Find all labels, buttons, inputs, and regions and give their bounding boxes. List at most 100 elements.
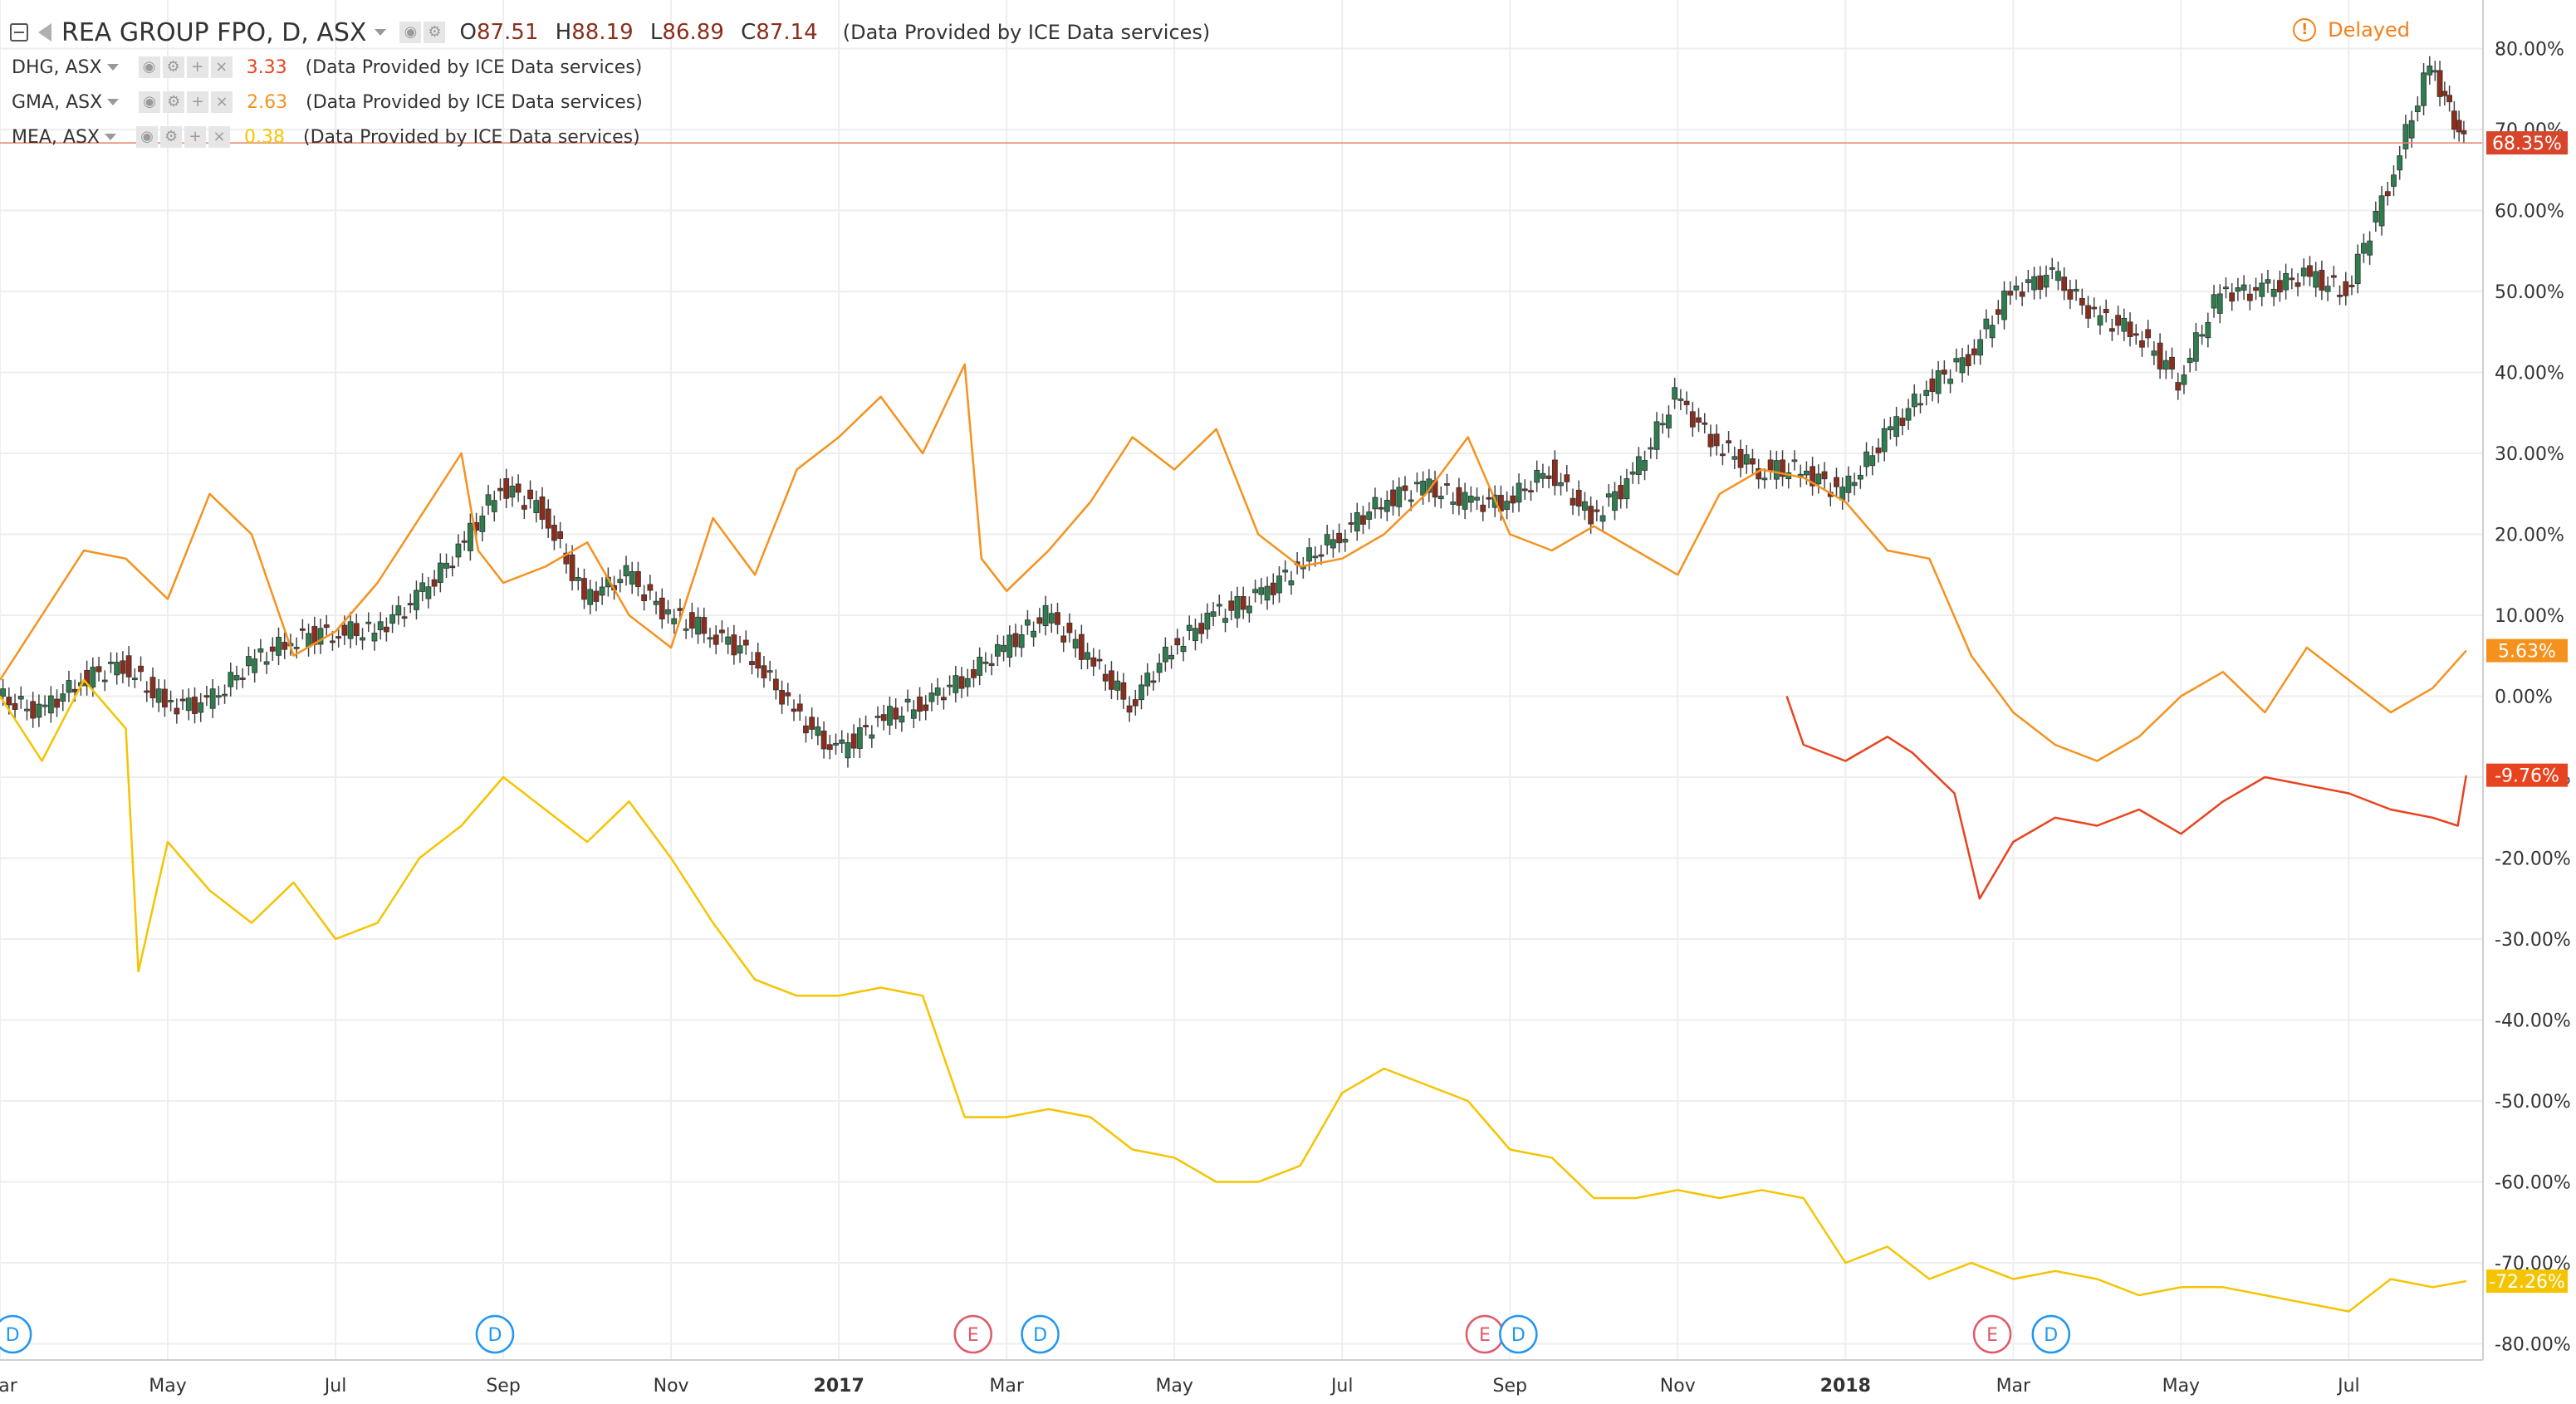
close-icon[interactable]: × xyxy=(211,91,233,113)
plus-icon[interactable]: + xyxy=(184,126,207,148)
y-tick-label: 30.00% xyxy=(2495,444,2564,465)
candle-body xyxy=(742,639,749,646)
candle-body xyxy=(539,497,546,520)
flag-icon[interactable] xyxy=(38,23,51,42)
candle-body xyxy=(791,708,797,712)
y-tick-label: 60.00% xyxy=(2495,202,2564,223)
candle-body xyxy=(629,571,635,585)
candle-body xyxy=(215,695,222,698)
candle-body xyxy=(803,725,809,734)
candle-body xyxy=(144,690,150,693)
candle-body xyxy=(263,661,270,665)
time-axis[interactable]: Mar May Jul Sep Nov 2017 Mar May Jul Sep Nov 2018 Ma… xyxy=(0,1359,2483,1397)
candle-body xyxy=(1204,612,1211,630)
candle-body xyxy=(1222,618,1228,624)
candle-body xyxy=(1821,471,1828,480)
dividend-marker[interactable]: D xyxy=(2031,1314,2071,1354)
plus-icon[interactable]: + xyxy=(186,56,208,78)
last-value-badge-rea-group-fpo xyxy=(2486,131,2568,155)
candle-body xyxy=(60,693,66,702)
gear-icon[interactable]: ⚙ xyxy=(162,56,184,78)
candle-body xyxy=(71,688,78,692)
price-scale[interactable]: 80.00%70.00%60.00%50.00%40.00%30.00%20.0… xyxy=(2482,0,2571,1360)
candle-body xyxy=(269,646,276,652)
last-value-badge-gma xyxy=(2486,638,2568,663)
gear-icon[interactable]: ⚙ xyxy=(163,91,185,113)
candle-body xyxy=(1402,485,1408,492)
dividend-marker-label: D xyxy=(6,1325,20,1346)
dividend-marker[interactable]: D xyxy=(0,1314,32,1354)
candle-body xyxy=(467,522,473,551)
candle-body xyxy=(1234,595,1241,619)
candle-body xyxy=(1156,663,1163,673)
candle-body xyxy=(323,624,330,629)
series-tools: ◉ ⚙ + × xyxy=(136,126,233,148)
compare-symbol-mea[interactable]: MEA, ASX xyxy=(12,126,100,148)
series-line-dhg xyxy=(1785,696,2468,900)
candle-body xyxy=(683,628,689,631)
candle-body xyxy=(725,636,732,645)
candle-body xyxy=(1635,456,1642,475)
earnings-marker-circle xyxy=(953,1314,993,1354)
candle-body xyxy=(1085,652,1090,660)
provider-note: (Data Provided by ICE Data services) xyxy=(842,21,1211,44)
visibility-eye-icon[interactable]: ◉ xyxy=(399,22,422,43)
candle-body xyxy=(2241,284,2247,291)
plus-icon[interactable]: + xyxy=(187,91,209,113)
chevron-down-icon[interactable] xyxy=(105,134,117,140)
candle-body xyxy=(1528,490,1534,493)
gear-icon[interactable]: ⚙ xyxy=(424,22,446,43)
collapse-legend-icon[interactable] xyxy=(10,23,28,42)
earnings-marker[interactable]: E xyxy=(1465,1314,1505,1354)
chevron-down-icon[interactable] xyxy=(375,29,387,36)
chevron-down-icon[interactable] xyxy=(107,99,120,105)
candle-body xyxy=(1144,673,1151,687)
dividend-marker[interactable]: D xyxy=(475,1314,515,1354)
visibility-eye-icon[interactable]: ◉ xyxy=(138,56,160,78)
candle-body xyxy=(2049,267,2055,270)
candle-body xyxy=(335,636,342,639)
earnings-marker[interactable]: E xyxy=(953,1314,993,1354)
candle-body xyxy=(1420,480,1427,496)
candle-body xyxy=(2378,195,2385,227)
candle-body xyxy=(707,637,713,640)
dividend-marker-label: D xyxy=(1511,1325,1526,1346)
candle-body xyxy=(1672,387,1678,400)
candle-body xyxy=(2436,70,2443,97)
candle-body xyxy=(772,678,779,691)
candle-body xyxy=(785,692,791,697)
candle-body xyxy=(168,700,174,702)
compare-symbol-gma[interactable]: GMA, ASX xyxy=(12,91,103,113)
close-icon[interactable]: × xyxy=(208,126,231,148)
last-value-label-dhg: -9.76% xyxy=(2495,766,2559,787)
chevron-down-icon[interactable] xyxy=(106,64,119,71)
compare-symbol-dhg[interactable]: DHG, ASX xyxy=(12,56,102,78)
candle-body xyxy=(533,500,540,513)
candle-body xyxy=(839,739,845,744)
visibility-eye-icon[interactable]: ◉ xyxy=(136,126,159,148)
visibility-eye-icon[interactable]: ◉ xyxy=(139,91,161,113)
candle-body xyxy=(1193,628,1198,642)
dividend-marker[interactable]: D xyxy=(1499,1314,1538,1354)
candle-body xyxy=(1869,455,1876,467)
candle-body xyxy=(431,579,438,587)
y-tick-label: -30.00% xyxy=(2495,930,2571,951)
candle-body xyxy=(899,716,905,723)
main-symbol-title[interactable]: REA GROUP FPO, D, ASX xyxy=(61,17,367,47)
dividend-marker[interactable]: D xyxy=(1021,1314,1060,1354)
delayed-indicator[interactable]: ! Delayed xyxy=(2293,18,2410,42)
y-tick-label: 10.00% xyxy=(2495,606,2564,627)
earnings-marker[interactable]: E xyxy=(1972,1314,2012,1354)
close-icon[interactable]: × xyxy=(210,56,233,78)
candle-body xyxy=(1659,423,1666,426)
candle-body xyxy=(701,617,708,634)
candle-body xyxy=(1486,497,1492,500)
candle-body xyxy=(1408,499,1414,502)
candle-body xyxy=(125,655,132,678)
gear-icon[interactable]: ⚙ xyxy=(160,126,183,148)
candle-body xyxy=(677,608,683,611)
candle-body xyxy=(1888,426,1893,431)
candle-body xyxy=(2145,329,2152,339)
candle-body xyxy=(1719,453,1726,457)
